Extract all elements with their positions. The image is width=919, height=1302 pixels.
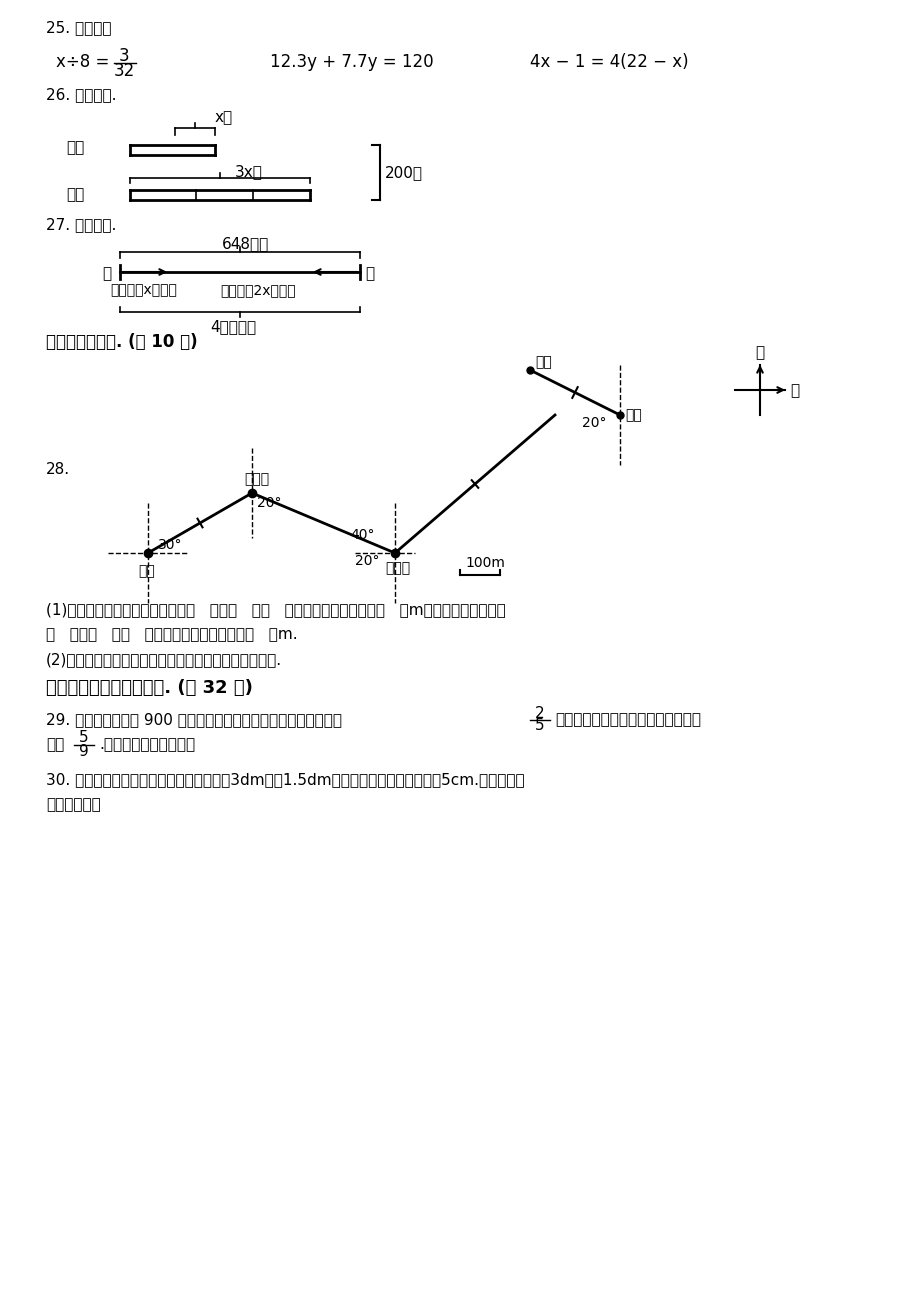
Text: 20°: 20° [355, 553, 380, 568]
Text: 五、动手画一画. (共 10 分): 五、动手画一画. (共 10 分) [46, 333, 198, 352]
Text: .五年级有女生多少人？: .五年级有女生多少人？ [99, 737, 195, 753]
Text: 40°: 40° [349, 529, 374, 542]
Text: 27. 列式计算.: 27. 列式计算. [46, 217, 116, 233]
Text: (1)从上图可知，电视台在书店的（   ）偏（   ）（   ）的方向上，距离书店（   ）m；小明家在电视台的: (1)从上图可知，电视台在书店的（ ）偏（ ）（ ）的方向上，距离书店（ ）m；… [46, 603, 505, 617]
Text: 2: 2 [535, 707, 544, 721]
Text: 电视台: 电视台 [244, 473, 269, 486]
Text: 9: 9 [79, 743, 89, 759]
Text: 书店: 书店 [138, 564, 154, 578]
Text: 六、走进生活，解决问题. (共 32 分): 六、走进生活，解决问题. (共 32 分) [46, 680, 253, 697]
Text: 银行: 银行 [624, 408, 641, 422]
Text: 100m: 100m [464, 556, 505, 570]
Text: 北: 北 [754, 345, 764, 361]
Text: 648千米: 648千米 [221, 237, 269, 251]
Text: 梨树: 梨树 [66, 187, 85, 203]
Text: 4x − 1 = 4(22 − x): 4x − 1 = 4(22 − x) [529, 53, 688, 72]
Text: 乙: 乙 [365, 267, 374, 281]
Text: ，五年级的女生人数是本年级学生人: ，五年级的女生人数是本年级学生人 [554, 712, 700, 728]
Text: 3x棵: 3x棵 [234, 164, 263, 180]
Text: 小明家: 小明家 [384, 561, 410, 575]
Text: x÷8 =: x÷8 = [56, 53, 109, 72]
Text: 20°: 20° [582, 417, 606, 430]
Text: 数的: 数的 [46, 737, 64, 753]
Text: 轿车速度2x千米时: 轿车速度2x千米时 [220, 283, 295, 297]
Text: 3: 3 [119, 47, 130, 65]
Text: （   ）偏（   ）（   ）的方向上，距离电视台（   ）m.: （ ）偏（ ）（ ）的方向上，距离电视台（ ）m. [46, 628, 298, 642]
Text: 20°: 20° [256, 496, 281, 510]
Text: 200棵: 200棵 [384, 165, 423, 180]
Text: 5: 5 [79, 730, 89, 746]
Text: 28.: 28. [46, 462, 70, 478]
Text: 30. 将一块不规则的铁块完全浸没到底面长3dm、宽1.5dm的长方体容器中，水面上升5cm.这块铁块的: 30. 将一块不规则的铁块完全浸没到底面长3dm、宽1.5dm的长方体容器中，水… [46, 772, 524, 788]
Text: (2)根据所给路线图，请写出小明从家到学校的行走路线.: (2)根据所给路线图，请写出小明从家到学校的行走路线. [46, 652, 282, 668]
Text: 30°: 30° [158, 538, 182, 552]
Text: 12.3y + 7.7y = 120: 12.3y + 7.7y = 120 [269, 53, 433, 72]
Text: 东: 东 [789, 384, 799, 398]
Text: 32: 32 [113, 62, 134, 79]
Text: 29. 光明小学有学生 900 人，五年级学生人数占全校学生总人数的: 29. 光明小学有学生 900 人，五年级学生人数占全校学生总人数的 [46, 712, 342, 728]
Text: 卡车速度x千米时: 卡车速度x千米时 [110, 283, 176, 297]
Text: 25. 解方程。: 25. 解方程。 [46, 21, 111, 35]
Text: x棵: x棵 [215, 111, 233, 125]
Text: 学校: 学校 [535, 355, 551, 368]
Text: 4小时相遇: 4小时相遇 [210, 319, 255, 335]
Text: 甲: 甲 [102, 267, 111, 281]
Text: 桃树: 桃树 [66, 141, 85, 155]
Text: 5: 5 [535, 719, 544, 733]
Text: 体积是多少？: 体积是多少？ [46, 798, 101, 812]
Text: 26. 列式计算.: 26. 列式计算. [46, 87, 117, 103]
